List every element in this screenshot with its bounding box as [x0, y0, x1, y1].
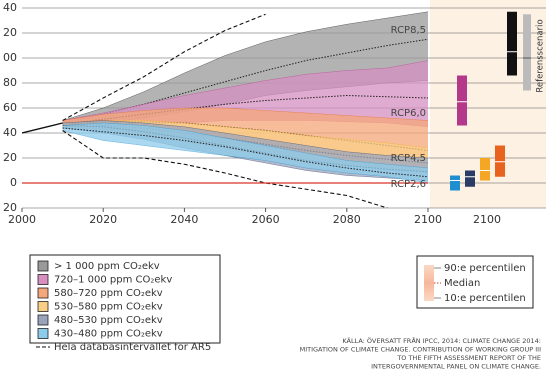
legend-swatch — [37, 274, 49, 285]
band-edge — [62, 130, 428, 184]
x-tick-label: 2100 — [414, 213, 442, 226]
percentile-legend-label: Median — [444, 278, 480, 289]
median-line — [62, 38, 428, 124]
x-tick-label: 2020 — [89, 213, 117, 226]
percentile-legend-label: 10:e percentilen — [444, 293, 526, 304]
history-line — [22, 122, 63, 134]
y-tick-label: 00 — [3, 51, 17, 64]
y-tick-label: 80 — [3, 76, 17, 89]
band-edge — [62, 11, 428, 121]
source-line: TO THE FIFTH ASSESSMENT REPORT OF THE — [396, 354, 541, 362]
x-tick-label: 2080 — [333, 213, 361, 226]
x-tick-label: 2000 — [8, 213, 36, 226]
percentile-bar — [495, 145, 505, 177]
legend-swatch — [37, 287, 49, 299]
percentile-legend-box — [416, 255, 534, 309]
legend-label: 430–480 ppm CO₂ekv — [54, 329, 163, 340]
legend-label: 720–1 000 ppm CO₂ekv — [54, 275, 172, 286]
reference-label: Referensscenario — [536, 19, 546, 92]
source-line: MITIGATION OF CLIMATE CHANGE. CONTRIBUTI… — [300, 346, 541, 354]
legend-box — [29, 254, 221, 344]
x-tick-label: 2060 — [252, 213, 280, 226]
y-tick-label: 60 — [3, 101, 17, 114]
legend-label: 530–580 ppm CO₂ekv — [54, 302, 163, 313]
band-edge — [62, 122, 428, 169]
percentile-bar — [465, 170, 475, 187]
percentile-swatch — [424, 265, 434, 301]
y-tick-label: 20 — [3, 151, 17, 164]
band-edge — [62, 120, 428, 159]
percentile-bar — [450, 175, 460, 191]
percentile-bar — [457, 75, 467, 126]
band-edge — [62, 107, 428, 121]
legend-swatch — [37, 301, 49, 312]
legend-label: Hela databasintervallet för AR5 — [54, 342, 211, 353]
percentile-bar — [480, 158, 490, 181]
legend-label: > 1 000 ppm CO₂ekv — [54, 261, 160, 272]
source-line: INTERGOVERNMENTAL PANEL ON CLIMATE CHANG… — [371, 363, 541, 371]
y-tick-label: 0 — [10, 176, 17, 189]
median-line — [62, 127, 428, 178]
x-tick-label: 2040 — [170, 213, 198, 226]
band-edge — [62, 60, 428, 121]
percentile-bar — [507, 11, 517, 76]
percentile-legend-label: 90:e percentilen — [444, 263, 526, 274]
y-tick-label: 20 — [3, 26, 17, 39]
legend-swatch — [37, 260, 49, 272]
annotation: RCP8,5 — [391, 25, 426, 36]
band-edge — [62, 120, 428, 149]
source-line: KÄLLA: ÖVERSATT FRÅN IPCC, 2014: CLIMATE… — [342, 336, 541, 345]
summary-category-label: 2100 — [473, 213, 501, 226]
y-tick-label: 40 — [3, 126, 17, 139]
annotation: RCP2,6 — [391, 179, 426, 190]
annotation: RCP4,5 — [391, 153, 426, 164]
band — [62, 123, 428, 183]
reference-bar — [523, 14, 531, 91]
legend-label: 480–530 ppm CO₂ekv — [54, 315, 163, 326]
annotation: RCP6,0 — [391, 108, 426, 119]
database-line — [62, 130, 388, 208]
y-tick-label: 20 — [3, 201, 17, 214]
band — [62, 11, 428, 127]
legend-label: 580–720 ppm CO₂ekv — [54, 288, 163, 299]
legend-swatch — [37, 328, 49, 339]
legend-swatch — [37, 314, 49, 326]
y-tick-label: 40 — [3, 1, 17, 14]
plot — [22, 11, 428, 208]
